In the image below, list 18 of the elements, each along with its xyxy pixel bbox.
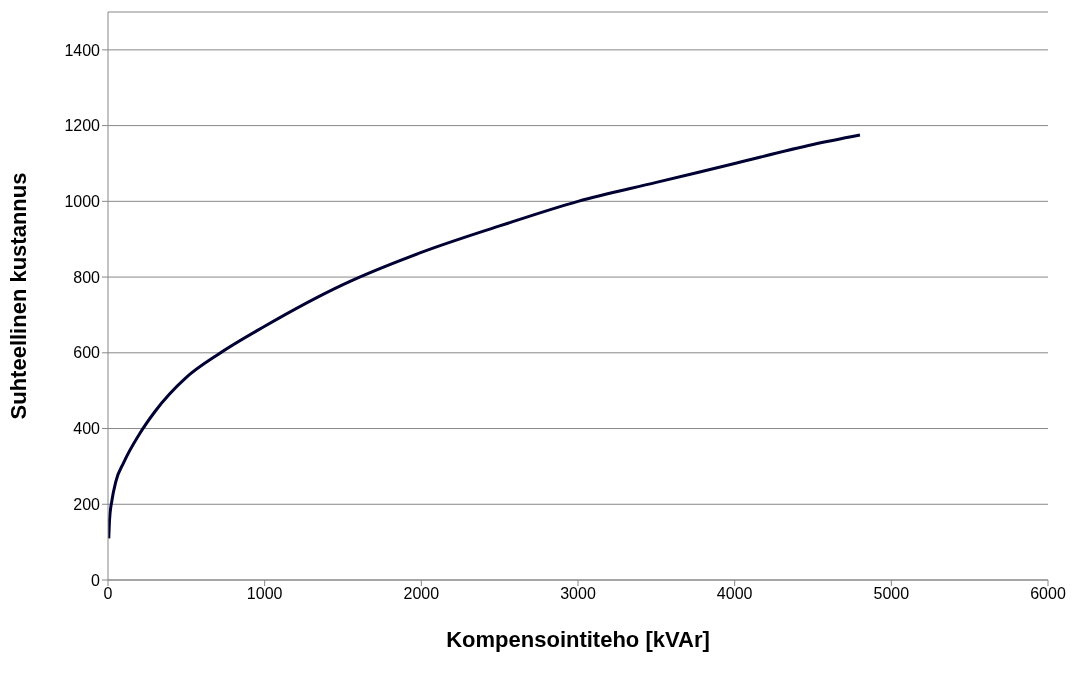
x-tick-label: 2000 [403,585,440,603]
y-tick-label: 600 [73,344,101,362]
x-tick-label: 1000 [246,585,283,603]
y-tick-label: 200 [73,495,101,513]
x-tick-label: 4000 [716,585,753,603]
x-tick-label: 5000 [873,585,910,603]
y-tick-label: 1400 [64,41,101,59]
y-tick-label: 1200 [64,117,101,135]
y-tick-label: 400 [73,420,101,438]
y-tick-label: 0 [91,571,101,589]
y-tick-label: 1000 [64,193,101,211]
x-tick-label: 3000 [560,585,596,603]
x-axis-title: Kompensointiteho [kVAr] [446,627,710,652]
line-series [108,133,862,540]
x-tick-label: 0 [103,585,113,603]
y-axis-title: Suhteellinen kustannus [5,172,31,420]
x-tick-label: 6000 [1030,585,1066,603]
y-tick-label: 800 [73,268,101,286]
